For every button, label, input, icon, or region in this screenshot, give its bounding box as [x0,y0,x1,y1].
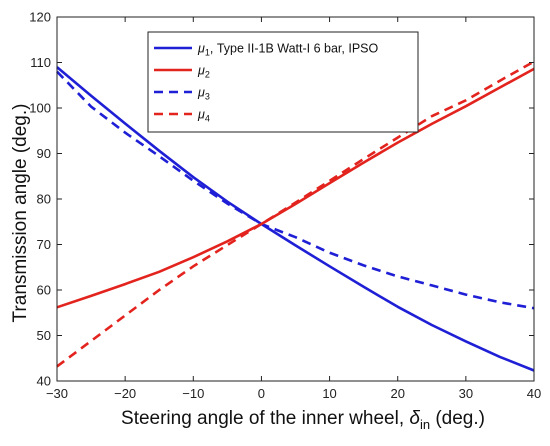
x-tick-label: 10 [322,386,336,401]
series-line-mu3 [56,70,535,310]
y-tick-label: 80 [37,192,51,207]
legend-label-mu1: μ1, Type II-1B Watt-I 6 bar, IPSO [197,42,378,58]
y-tick-label: 110 [30,55,51,70]
x-tick-label: −20 [114,386,136,401]
x-tick-label: 40 [527,386,541,401]
legend-box [147,31,419,133]
y-tick-label: 50 [37,328,51,343]
legend-label-mu3: μ3 [197,86,210,102]
x-axis-label: Steering angle of the inner wheel, δin (… [121,408,485,432]
x-tick-label: 30 [459,386,473,401]
axes-layer: −30 −20 −10 0 10 20 30 40 40 50 60 70 80 90 100 110 120 [29,10,541,402]
series-line-mu2 [56,67,535,309]
legend: μ1, Type II-1B Watt-I 6 bar, IPSO μ2 μ3 μ4 [147,31,419,133]
y-tick-label: 90 [37,146,51,161]
y-tick-label: 70 [37,237,51,252]
x-tick-label: −30 [46,386,68,401]
y-axis-label: Transmission angle (deg.) [10,104,31,323]
legend-label-mu2: μ2 [197,64,210,80]
legend-label-mu4: μ4 [197,108,210,124]
x-tick-label: −10 [182,386,204,401]
y-tick-label: 60 [37,283,51,298]
y-tick-label: 100 [29,101,51,116]
series-layer [56,60,535,372]
x-tick-label: 0 [258,386,265,401]
y-tick-label: 40 [37,374,51,389]
series-line-mu1 [56,66,535,372]
y-tick-label: 120 [29,10,51,25]
x-tick-label: 20 [390,386,404,401]
